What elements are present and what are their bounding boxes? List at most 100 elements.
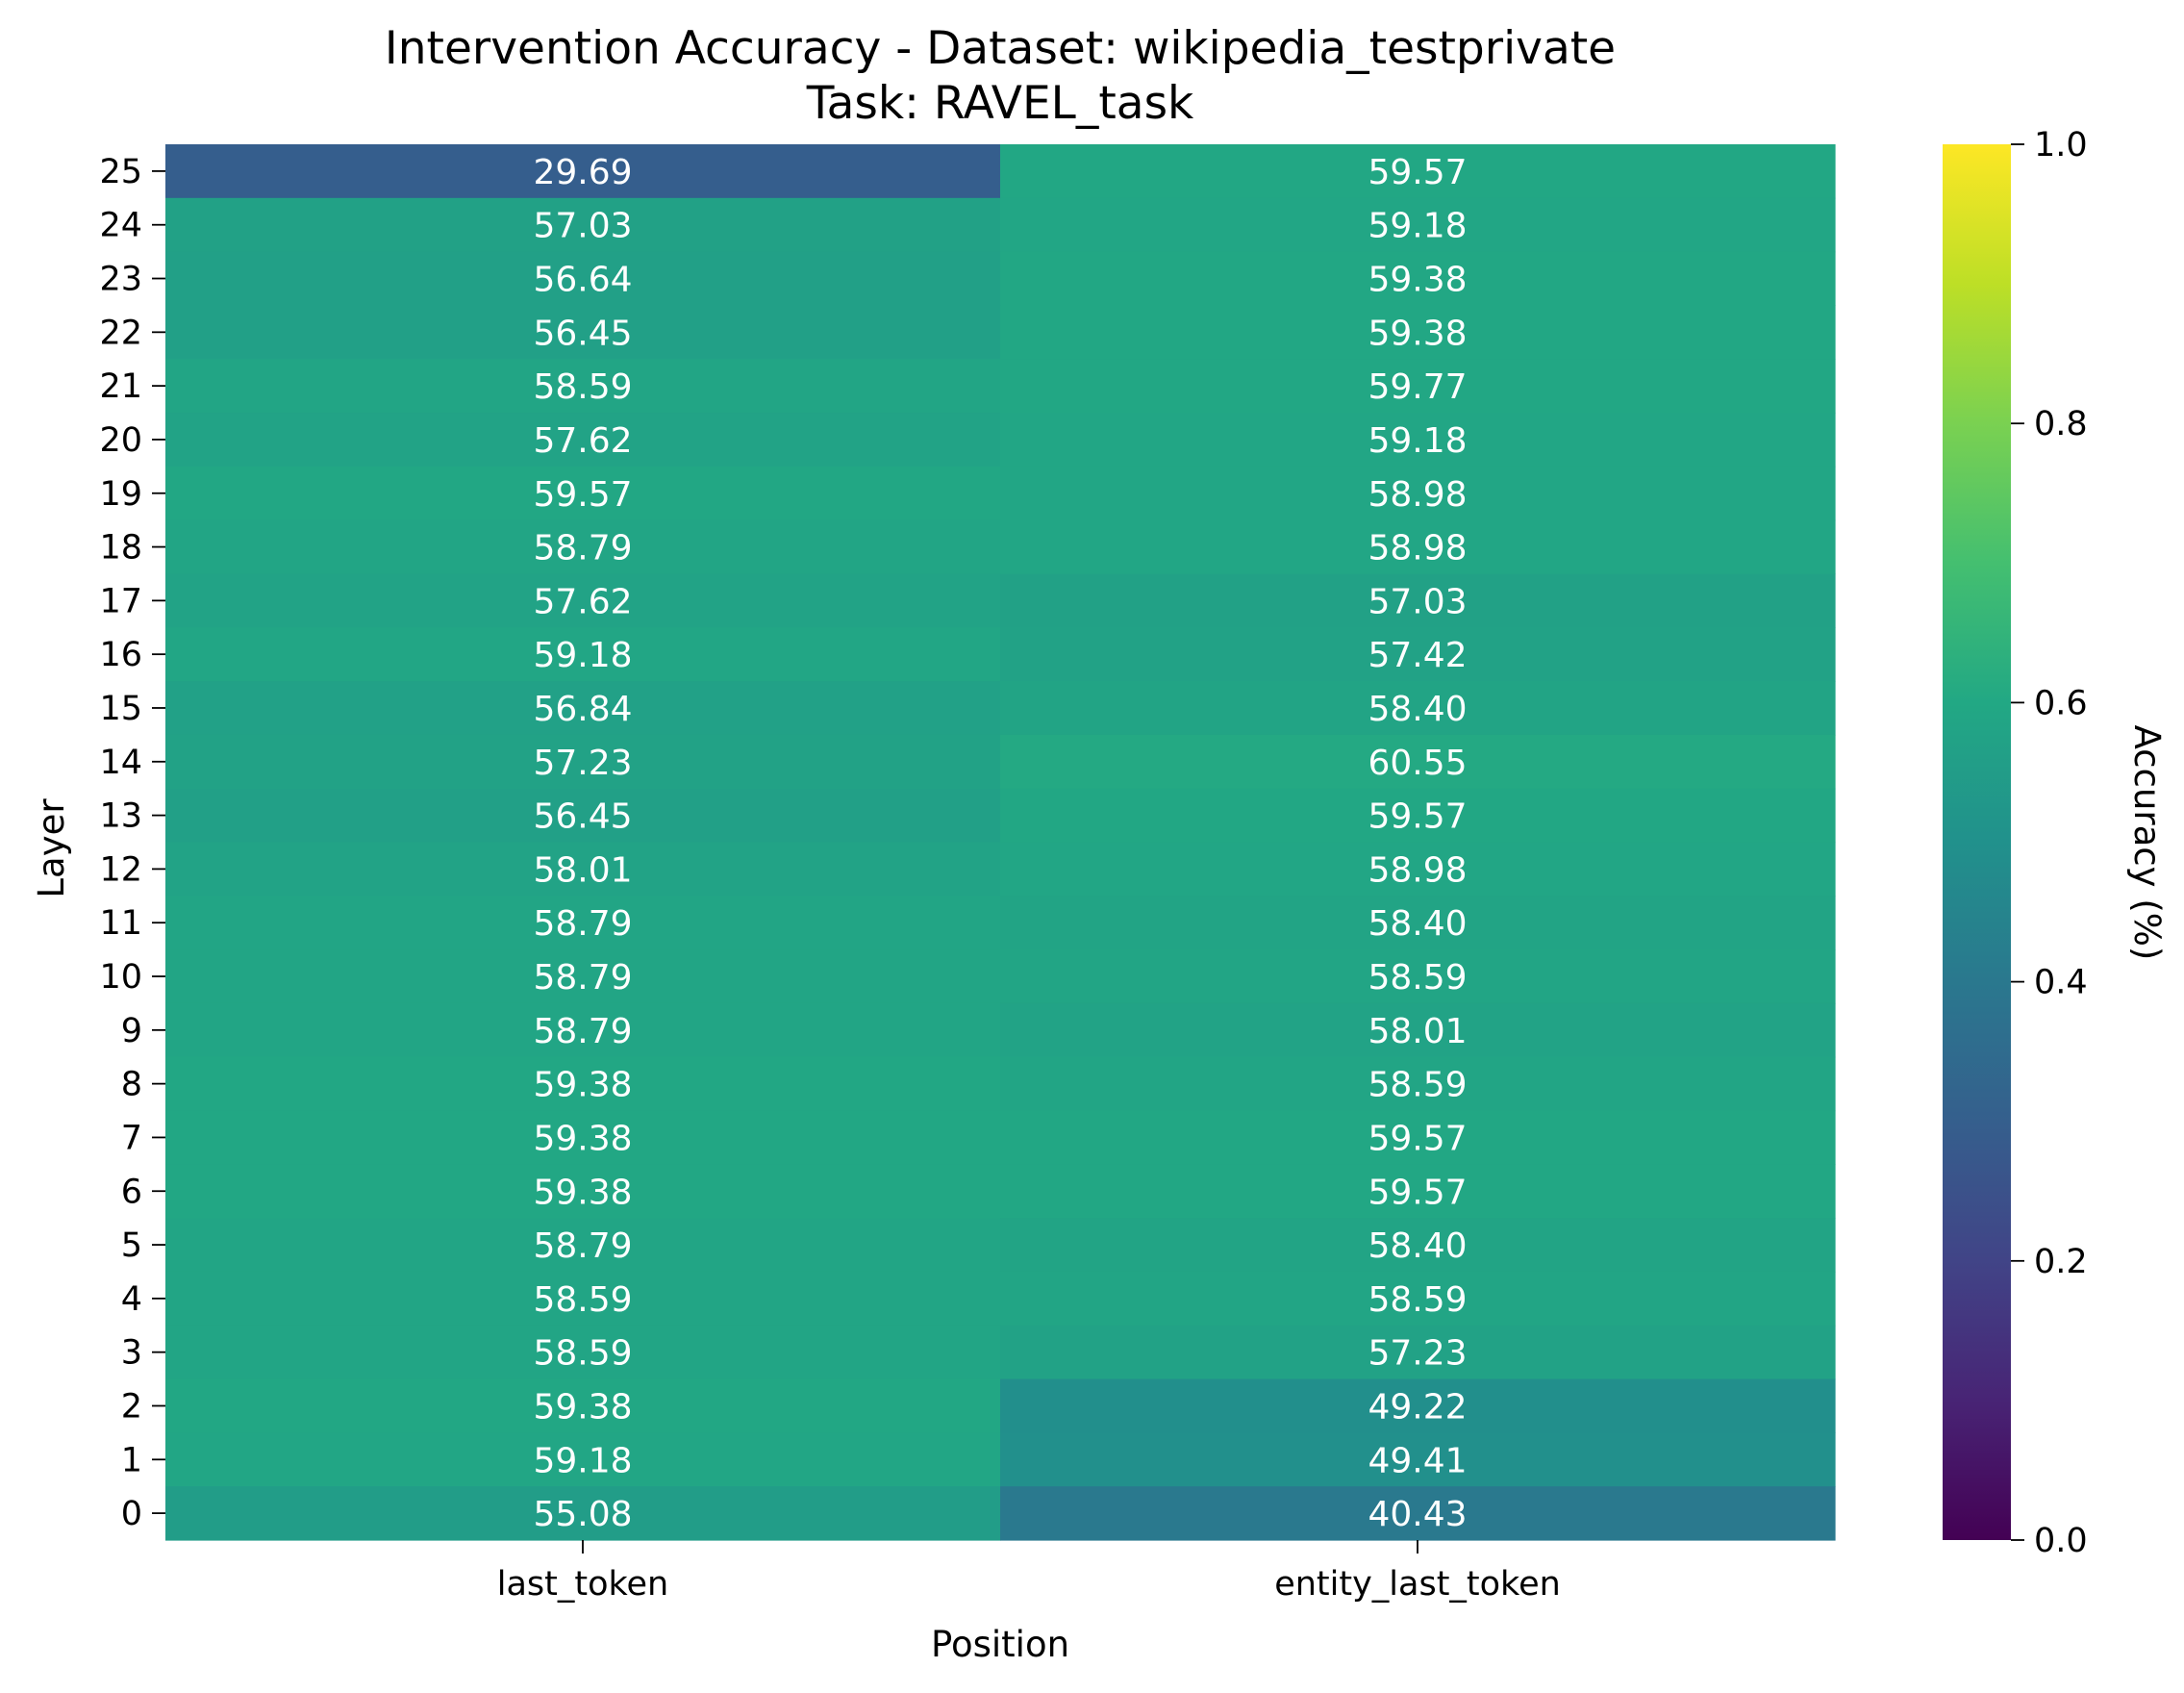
cell-value-label: 58.98: [1368, 529, 1467, 569]
cell-value-label: 59.57: [1368, 1173, 1467, 1212]
heatmap-cell: [165, 1002, 1001, 1058]
heatmap-cell: [1000, 681, 1836, 736]
heatmap-cell: [165, 1056, 1001, 1112]
y-tick-label: 5: [121, 1226, 142, 1265]
heatmap-cell: [165, 1432, 1001, 1487]
heatmap-cell: [165, 1110, 1001, 1165]
heatmap-cell: [1000, 251, 1836, 307]
heatmap-cell: [1000, 1378, 1836, 1433]
cell-value-label: 58.01: [533, 850, 632, 890]
heatmap-cell: [165, 734, 1001, 790]
heatmap-cell: [1000, 1002, 1836, 1058]
cell-value-label: 59.18: [1368, 421, 1467, 461]
heatmap-cell: [1000, 842, 1836, 897]
cell-value-label: 58.40: [1368, 904, 1467, 944]
heatmap-cell: [165, 896, 1001, 950]
heatmap-cell: [1000, 949, 1836, 1004]
heatmap-cell: [1000, 1056, 1836, 1112]
cell-value-label: 58.98: [1368, 850, 1467, 890]
colorbar-tick-label: 0.6: [2034, 684, 2088, 722]
heatmap-cell: [165, 305, 1001, 360]
y-tick-label: 1: [121, 1441, 142, 1479]
colorbar-label: Accuracy (%): [2126, 725, 2168, 961]
cell-value-label: 56.64: [533, 261, 632, 300]
heatmap-cell: [165, 842, 1001, 897]
y-tick-label: 25: [99, 153, 142, 191]
cell-value-label: 58.59: [533, 1280, 632, 1320]
heatmap-cell: [1000, 1218, 1836, 1273]
heatmap-cell: [165, 681, 1001, 736]
colorbar-ticks: 0.0 0.2 0.4 0.6 0.8 1.0: [2011, 126, 2088, 1560]
cell-value-label: 59.57: [533, 475, 632, 515]
heatmap-cell: [165, 949, 1001, 1004]
cell-value-label: 59.38: [533, 1387, 632, 1427]
cell-value-label: 58.59: [533, 1334, 632, 1374]
y-tick-label: 23: [99, 261, 142, 299]
colorbar-gradient: [1943, 144, 2011, 1540]
cell-value-label: 60.55: [1368, 744, 1467, 783]
chart-title: Intervention Accuracy - Dataset: wikiped…: [385, 22, 1616, 75]
heatmap-cell: [1000, 197, 1836, 253]
y-tick-label: 18: [99, 529, 142, 568]
heatmap-cell: [165, 251, 1001, 307]
y-tick-label: 22: [99, 314, 142, 352]
cell-value-label: 59.38: [533, 1066, 632, 1105]
y-tick-label: 19: [99, 475, 142, 514]
heatmap-cell: [1000, 1271, 1836, 1327]
y-tick-label: 6: [121, 1173, 142, 1211]
colorbar-tick-label: 0.2: [2034, 1243, 2088, 1281]
heatmap-cell: [1000, 1110, 1836, 1165]
heatmap-cell: [165, 788, 1001, 844]
cell-value-label: 59.57: [1368, 797, 1467, 837]
cell-value-label: 59.57: [1368, 153, 1467, 192]
y-tick-label: 15: [99, 690, 142, 728]
heatmap-cell: [165, 144, 1001, 199]
y-tick-label: 17: [99, 582, 142, 620]
y-tick-label: 16: [99, 636, 142, 674]
colorbar-tick-label: 0.8: [2034, 405, 2088, 443]
cell-value-label: 58.79: [533, 1012, 632, 1051]
colorbar-tick-label: 0.4: [2034, 964, 2088, 1002]
cell-value-label: 58.40: [1368, 1226, 1467, 1266]
heatmap-cell: [1000, 413, 1836, 467]
y-tick-label: 21: [99, 367, 142, 406]
heatmap-cell: [1000, 466, 1836, 521]
cell-value-label: 56.84: [533, 690, 632, 729]
heatmap-cell: [165, 466, 1001, 521]
cell-value-label: 58.79: [533, 529, 632, 569]
cell-value-label: 57.23: [533, 744, 632, 783]
heatmap-cell: [165, 1218, 1001, 1273]
cell-value-label: 58.59: [1368, 1066, 1467, 1105]
cell-value-label: 56.45: [533, 314, 632, 353]
x-axis-label: Position: [931, 1624, 1069, 1665]
heatmap-cell: [1000, 519, 1836, 575]
heatmap-cell: [165, 573, 1001, 628]
heatmap-cell: [165, 413, 1001, 467]
cell-value-label: 59.18: [533, 636, 632, 675]
heatmap-cell: [165, 1486, 1001, 1541]
heatmap-cell: [1000, 1432, 1836, 1487]
colorbar: 0.0 0.2 0.4 0.6 0.8 1.0 Accuracy (%): [1943, 126, 2168, 1560]
cell-value-label: 58.98: [1368, 475, 1467, 515]
cell-value-label: 57.62: [533, 582, 632, 621]
heatmap-cell: [1000, 573, 1836, 628]
x-tick-label: last_token: [497, 1565, 669, 1604]
heatmap-cell: [165, 1325, 1001, 1380]
heatmap-cell: [1000, 734, 1836, 790]
heatmap-cell: [165, 359, 1001, 414]
y-tick-label: 13: [99, 797, 142, 836]
y-tick-label: 8: [121, 1066, 142, 1104]
y-tick-label: 2: [121, 1387, 142, 1426]
colorbar-tick-label: 1.0: [2034, 126, 2088, 164]
heatmap-cell: [1000, 1164, 1836, 1219]
cell-value-label: 58.01: [1368, 1012, 1467, 1051]
x-axis: last_token entity_last_token: [497, 1540, 1561, 1604]
y-tick-label: 10: [99, 958, 142, 997]
heatmap-cell: [165, 1164, 1001, 1219]
cell-value-label: 57.03: [533, 207, 632, 246]
heatmap-cell: [165, 1271, 1001, 1327]
cell-value-label: 59.77: [1368, 367, 1467, 407]
y-tick-label: 0: [121, 1495, 142, 1533]
y-tick-label: 20: [99, 421, 142, 460]
